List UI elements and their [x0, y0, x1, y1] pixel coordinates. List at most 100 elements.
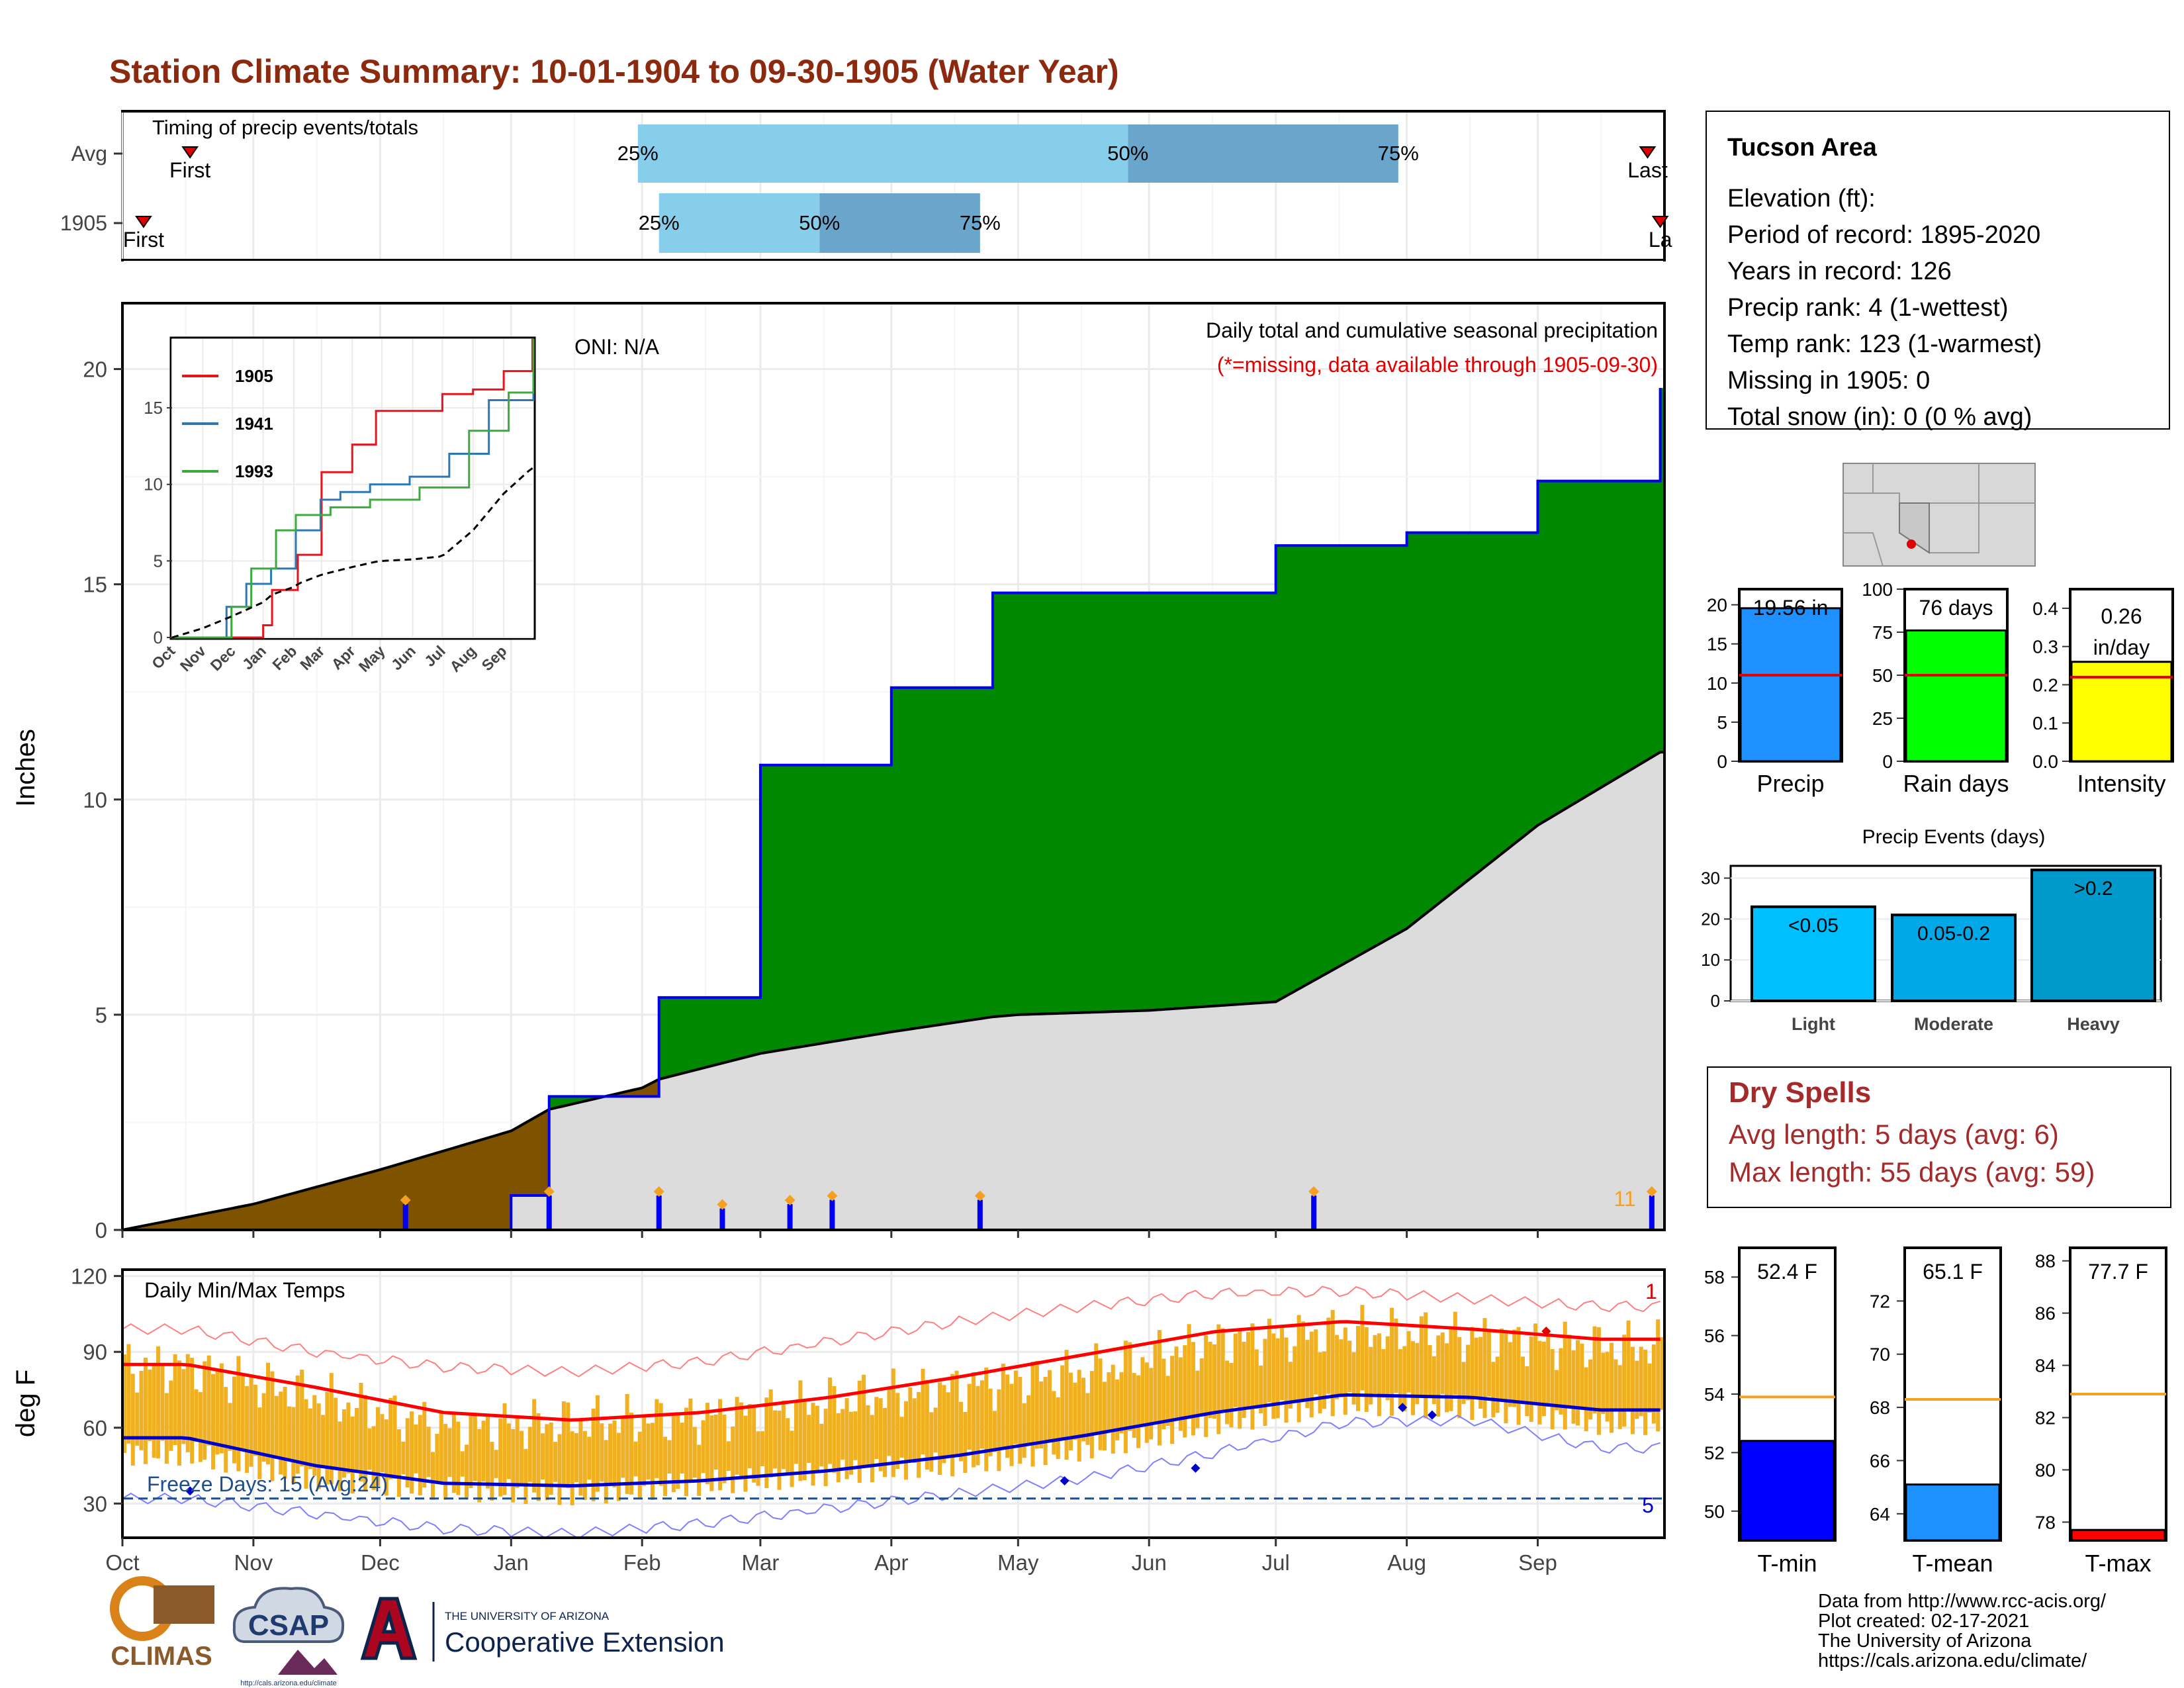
- event-bar-label: 0.05-0.2: [1917, 923, 1990, 945]
- inset-series-line: [172, 338, 534, 639]
- temp-panel-frame: [121, 1268, 1666, 1539]
- station-info-box: Tucson Area Elevation (ft): Period of rec…: [1706, 111, 2170, 431]
- month-tick-label: Jan: [494, 1550, 529, 1575]
- observed-cumulative-line: [122, 388, 1662, 1231]
- station-info-line: Period of record: 1895-2020: [1727, 221, 2040, 249]
- event-bar: [1891, 914, 2017, 1002]
- summary-bar-value-label: 19.56 in: [1753, 596, 1829, 620]
- inset-x-tick-label: May: [355, 642, 388, 675]
- summary-bar-value-label: 76 days: [1919, 596, 1993, 620]
- temp-bar-y-tick-label: 66: [1870, 1450, 1890, 1471]
- precip-panel: 0 5 10 15 20 Inches ONI: N/A Daily total and…: [11, 260, 1666, 1243]
- first-event-marker: [135, 216, 152, 228]
- month-tick-label: Jul: [1262, 1550, 1290, 1575]
- precip-events-chart: Precip Events (days) 0 10 20 30 <0.05 Light 0.0…: [1701, 826, 2162, 1034]
- temp-bar-y-tick-label: 72: [1870, 1291, 1890, 1311]
- map-arizona-outline: [1899, 502, 1930, 554]
- temperature-bar-charts: 50 52 54 56 58 52.4 F T-min 64 66 68 70 72 65.1 F T-m…: [1704, 1246, 2167, 1577]
- month-tick-label: Jun: [1132, 1550, 1167, 1575]
- timing-bar-50-75: [819, 193, 980, 253]
- month-tick-label: Dec: [361, 1550, 400, 1575]
- station-lines: Elevation (ft): Period of record: 1895-20…: [1727, 185, 2042, 431]
- summary-y-tick-label: 25: [1872, 708, 1893, 729]
- precip-y-tick-label: 0: [95, 1218, 107, 1243]
- station-location-dot: [1907, 539, 1916, 549]
- summary-bar-value: [1739, 607, 1842, 763]
- temp-bar-y-tick-label: 86: [2035, 1303, 2056, 1324]
- temp-bar-y-tick-label: 82: [2035, 1408, 2056, 1429]
- quartile-label: 75%: [960, 211, 1001, 234]
- freeze-days-label: Freeze Days: 15 (Avg:24): [147, 1472, 388, 1496]
- first-event-label: First: [169, 158, 210, 182]
- temp-bar-y-tick-label: 80: [2035, 1460, 2056, 1480]
- summary-y-tick-label: 0.3: [2032, 637, 2058, 657]
- temp-bar-y-tick-label: 52: [1704, 1442, 1725, 1463]
- credits: Data from http://www.rcc-acis.org/ Plot …: [1818, 1591, 2107, 1671]
- temp-bar-y-tick-label: 70: [1870, 1344, 1890, 1365]
- record-min-line: [122, 1414, 1661, 1540]
- climas-emblem-block: [154, 1585, 214, 1624]
- inset-x-tick-label: Nov: [177, 642, 209, 675]
- temp-bar-y-tick-label: 50: [1704, 1501, 1725, 1522]
- daily-precip-bar: [787, 1203, 793, 1230]
- summary-y-tick-label: 15: [1707, 634, 1727, 655]
- inset-x-tick-label: Apr: [328, 642, 358, 673]
- precip-y-tick-label: 15: [83, 573, 107, 597]
- temp-bar-y-tick-label: 78: [2035, 1512, 2056, 1532]
- timing-row-label: 1905: [60, 211, 107, 235]
- event-category-label: Heavy: [2067, 1014, 2120, 1034]
- daily-precip-bar: [1649, 1195, 1655, 1230]
- csap-mountains: [278, 1650, 338, 1675]
- summary-y-tick-label: 10: [1707, 673, 1727, 694]
- heavy-event-marker: [1646, 1186, 1657, 1197]
- heavy-event-marker: [974, 1190, 985, 1201]
- month-tick-label: Sep: [1518, 1550, 1557, 1575]
- dry-spells-box: Dry Spells Avg length: 5 days (avg: 6) M…: [1707, 1066, 2171, 1208]
- last-event-marker: [1651, 216, 1669, 228]
- inset-x-tick-label: Jun: [388, 642, 419, 673]
- station-info-line: Total snow (in): 0 (0 % avg): [1727, 403, 2032, 431]
- summary-bar-charts: 0 5 10 15 20 19.56 in Precip 0 25 50 75 100 76 days R…: [1707, 579, 2174, 797]
- station-info-line: Elevation (ft):: [1727, 185, 1876, 212]
- month-tick-label: Oct: [105, 1550, 139, 1575]
- summary-bar-label: Intensity: [2077, 770, 2165, 797]
- summary-y-tick-label: 0.4: [2032, 598, 2058, 619]
- timing-row-label: Avg: [71, 142, 107, 165]
- inset-y-tick-label: 15: [144, 398, 163, 418]
- timing-panel-label: Timing of precip events/totals: [152, 116, 418, 139]
- station-info-line: Missing in 1905: 0: [1727, 367, 1930, 395]
- ua-small-text: THE UNIVERSITY OF ARIZONA: [445, 1610, 610, 1622]
- month-tick-label: May: [997, 1550, 1039, 1575]
- climas-logo: CLIMAS: [110, 1576, 214, 1671]
- precip-y-tick-label: 5: [95, 1003, 107, 1027]
- university-logo: THE UNIVERSITY OF ARIZONA Cooperative Ex…: [360, 1597, 725, 1662]
- precip-areas: [122, 388, 1664, 1231]
- summary-y-tick-label: 20: [1707, 595, 1727, 616]
- summary-y-tick-label: 0.1: [2032, 713, 2058, 733]
- timing-rows: 25% 50% 75% First Last Avg 25% 50% 75% First La 190…: [60, 124, 1672, 253]
- temp-y-tick-label: 120: [71, 1264, 107, 1289]
- precip-y-tick-label: 20: [83, 357, 107, 382]
- inset-y-tick-label: 0: [154, 628, 163, 647]
- month-tick-label: Feb: [623, 1550, 661, 1575]
- summary-bar-value: [1905, 629, 2007, 763]
- event-category-label: Moderate: [1914, 1014, 1993, 1034]
- precip-y-axis: 0 5 10 15 20: [83, 357, 122, 1243]
- inset-x-tick-label: Jul: [421, 642, 449, 670]
- station-info-line: Precip rank: 4 (1-wettest): [1727, 294, 2008, 322]
- record-max-marker: [1541, 1327, 1551, 1336]
- events-title: Precip Events (days): [1862, 826, 2046, 848]
- summary-y-tick-label: 50: [1872, 665, 1893, 686]
- inset-y-tick-label: 5: [154, 551, 163, 571]
- record-min-marker: [1191, 1463, 1201, 1473]
- last-event-label: Last: [1627, 158, 1668, 182]
- dry-spells-title: Dry Spells: [1729, 1076, 1871, 1109]
- ua-big-text: Cooperative Extension: [445, 1626, 725, 1658]
- summary-y-tick-label: 0.0: [2032, 751, 2058, 772]
- dry-spells-frame: [1707, 1066, 2171, 1208]
- summary-bar-value-unit: in/day: [2093, 635, 2150, 659]
- temp-bar-y-tick-label: 84: [2035, 1356, 2056, 1376]
- first-event-label: First: [123, 228, 164, 252]
- inset-legend-label: 1941: [235, 414, 273, 434]
